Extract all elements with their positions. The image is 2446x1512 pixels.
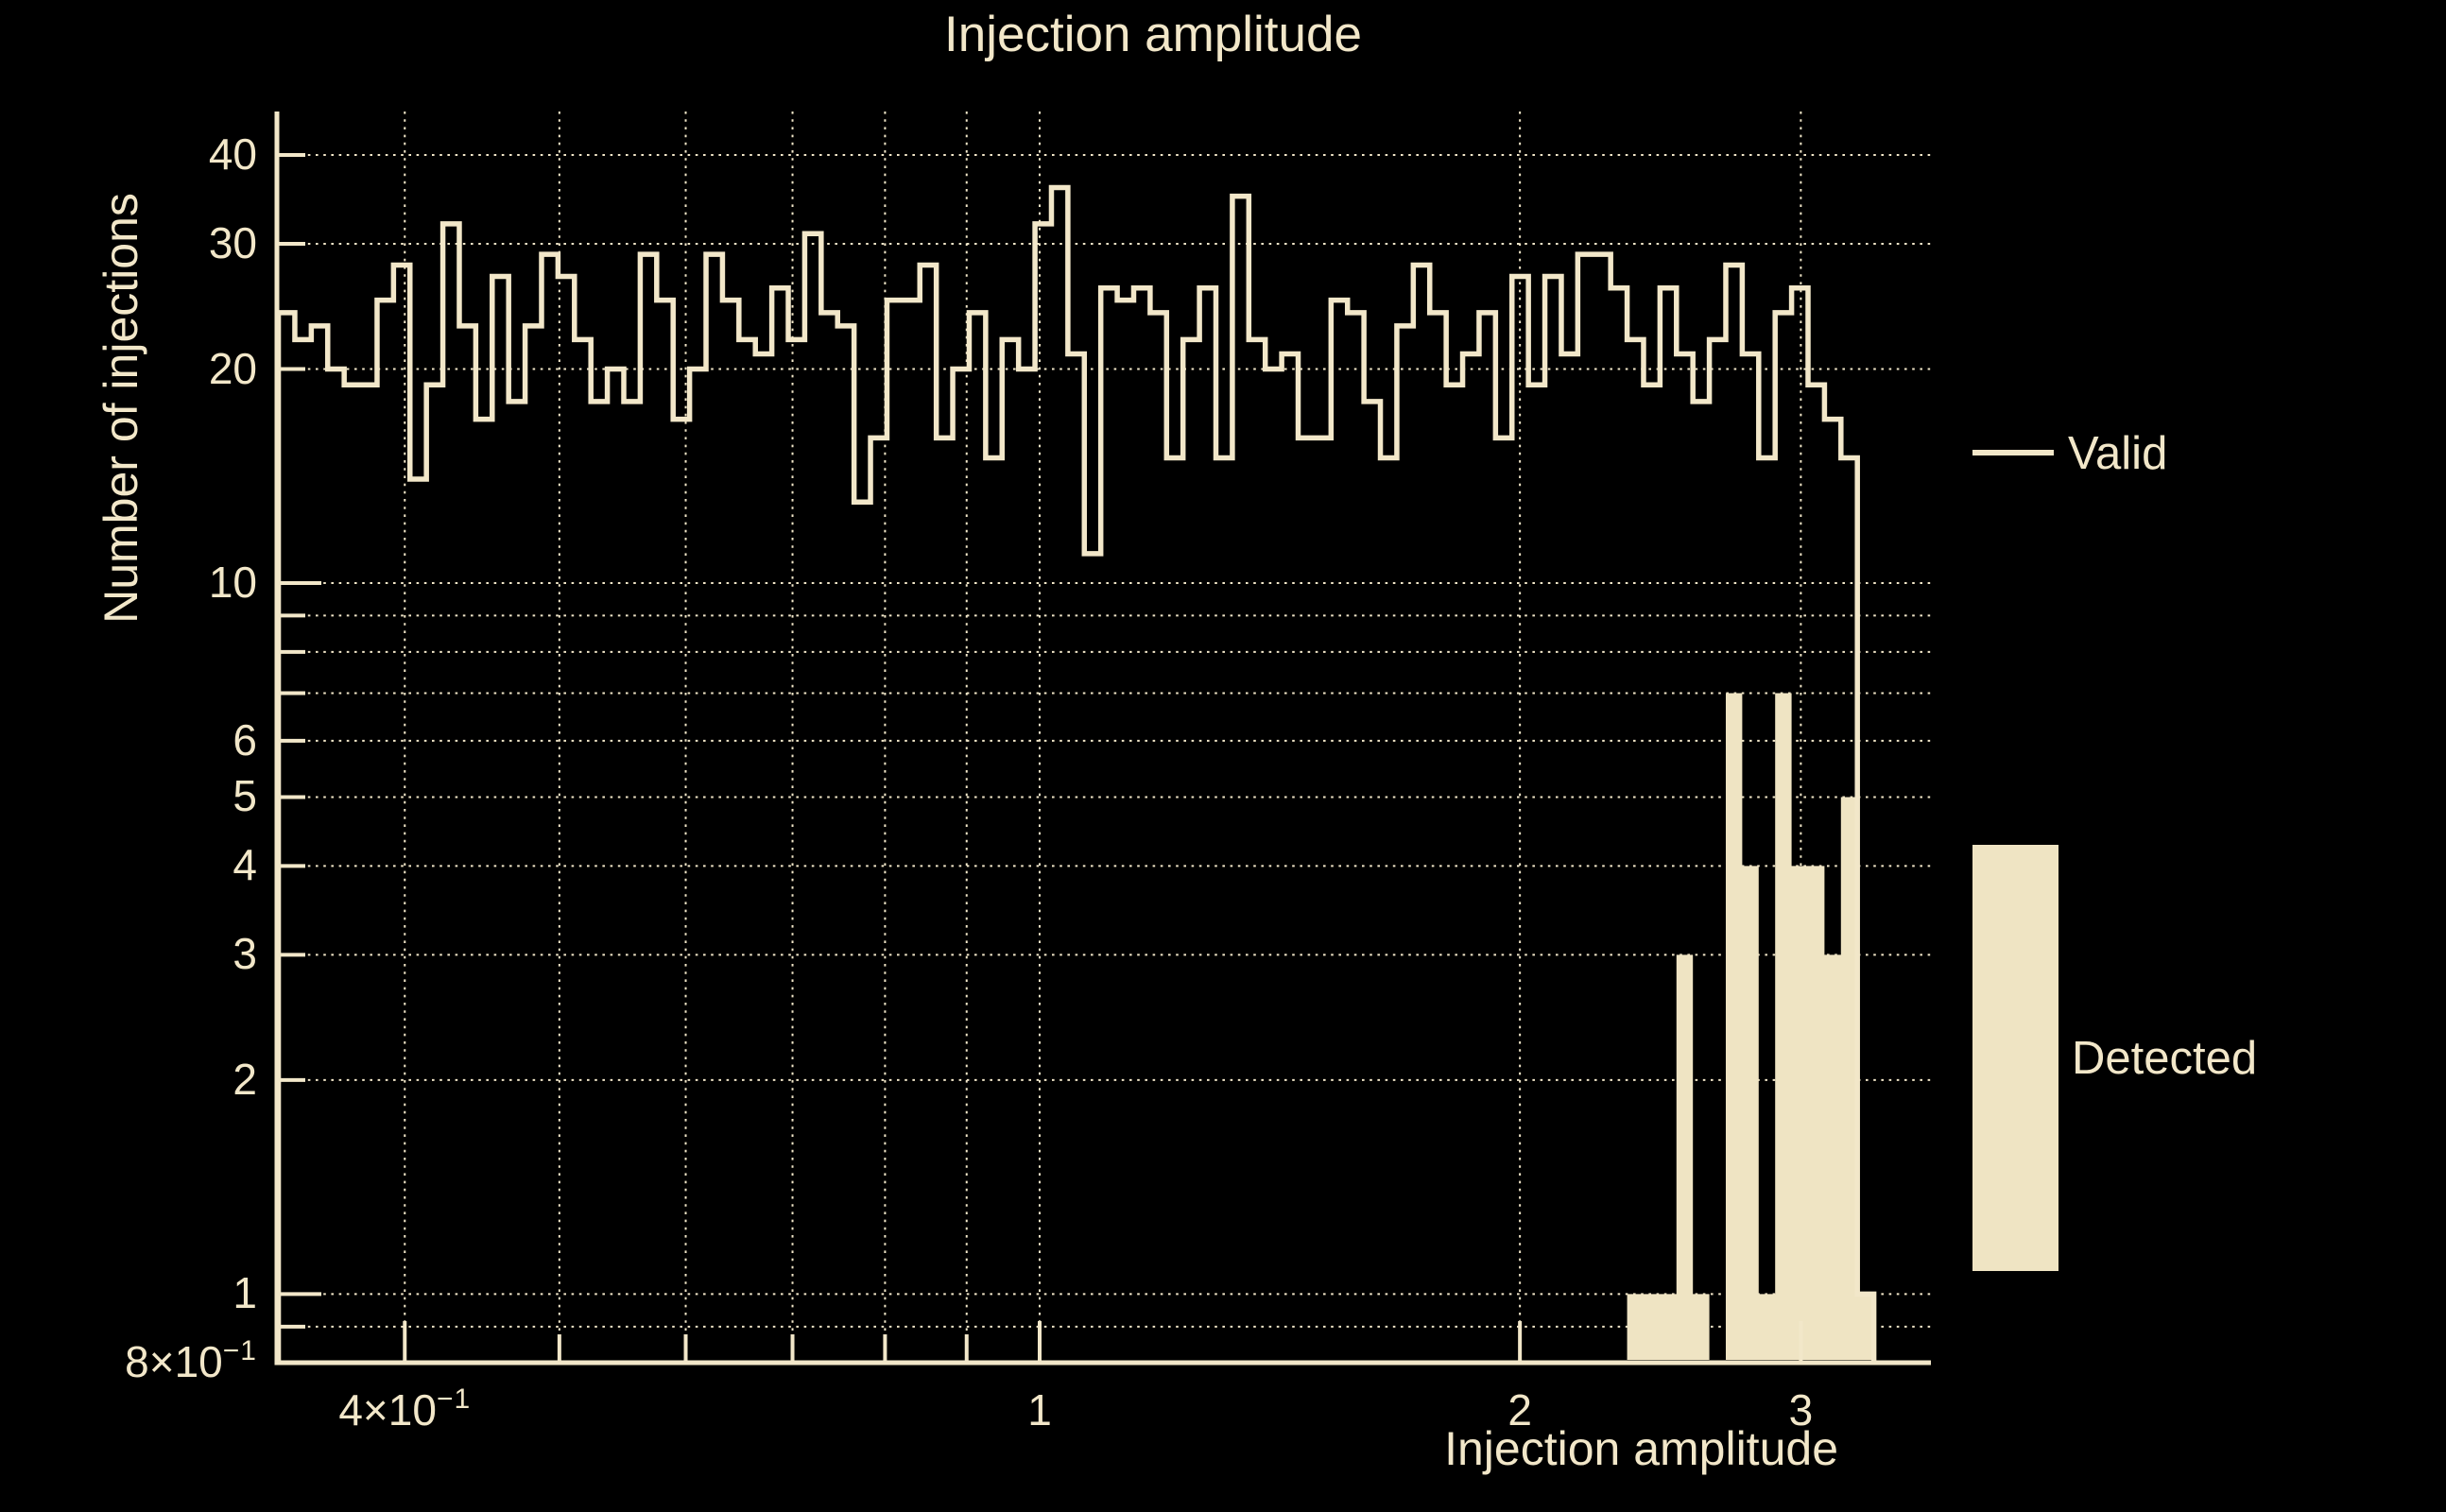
y-tick-label-20: 20 [208,343,257,393]
x-tick-label-410: 4×10−1 [338,1383,472,1435]
x-tick-label-2: 2 [1507,1385,1532,1435]
y-tick-label-6: 6 [233,714,257,765]
detected-bars [278,693,1874,1360]
tick-marks [279,153,1803,1361]
valid-step-line [275,184,1877,1362]
x-tick-label-3: 3 [1788,1385,1814,1435]
legend-detected-label: Detected [2072,1033,2258,1084]
legend-detected-fill-swatch [1972,845,2058,1271]
y-tick-label-810: 8×10−1 [125,1335,257,1386]
axis-lines [274,112,1931,1366]
y-tick-label-5: 5 [233,771,257,821]
y-tick-label-4: 4 [233,840,257,890]
y-tick-label-2: 2 [233,1054,257,1104]
legend-valid-line-swatch [1972,450,2054,455]
x-tick-label-1: 1 [1027,1385,1052,1435]
x-axis-title: Injection amplitude [1444,1422,1838,1475]
y-tick-label-30: 30 [208,218,257,267]
y-tick-label-10: 10 [208,558,257,607]
y-tick-label-1: 1 [233,1268,257,1318]
chart-title: Injection amplitude [944,7,1362,62]
legend-valid-label: Valid [2068,428,2168,479]
y-tick-label-40: 40 [208,129,257,179]
y-tick-label-3: 3 [233,929,257,979]
